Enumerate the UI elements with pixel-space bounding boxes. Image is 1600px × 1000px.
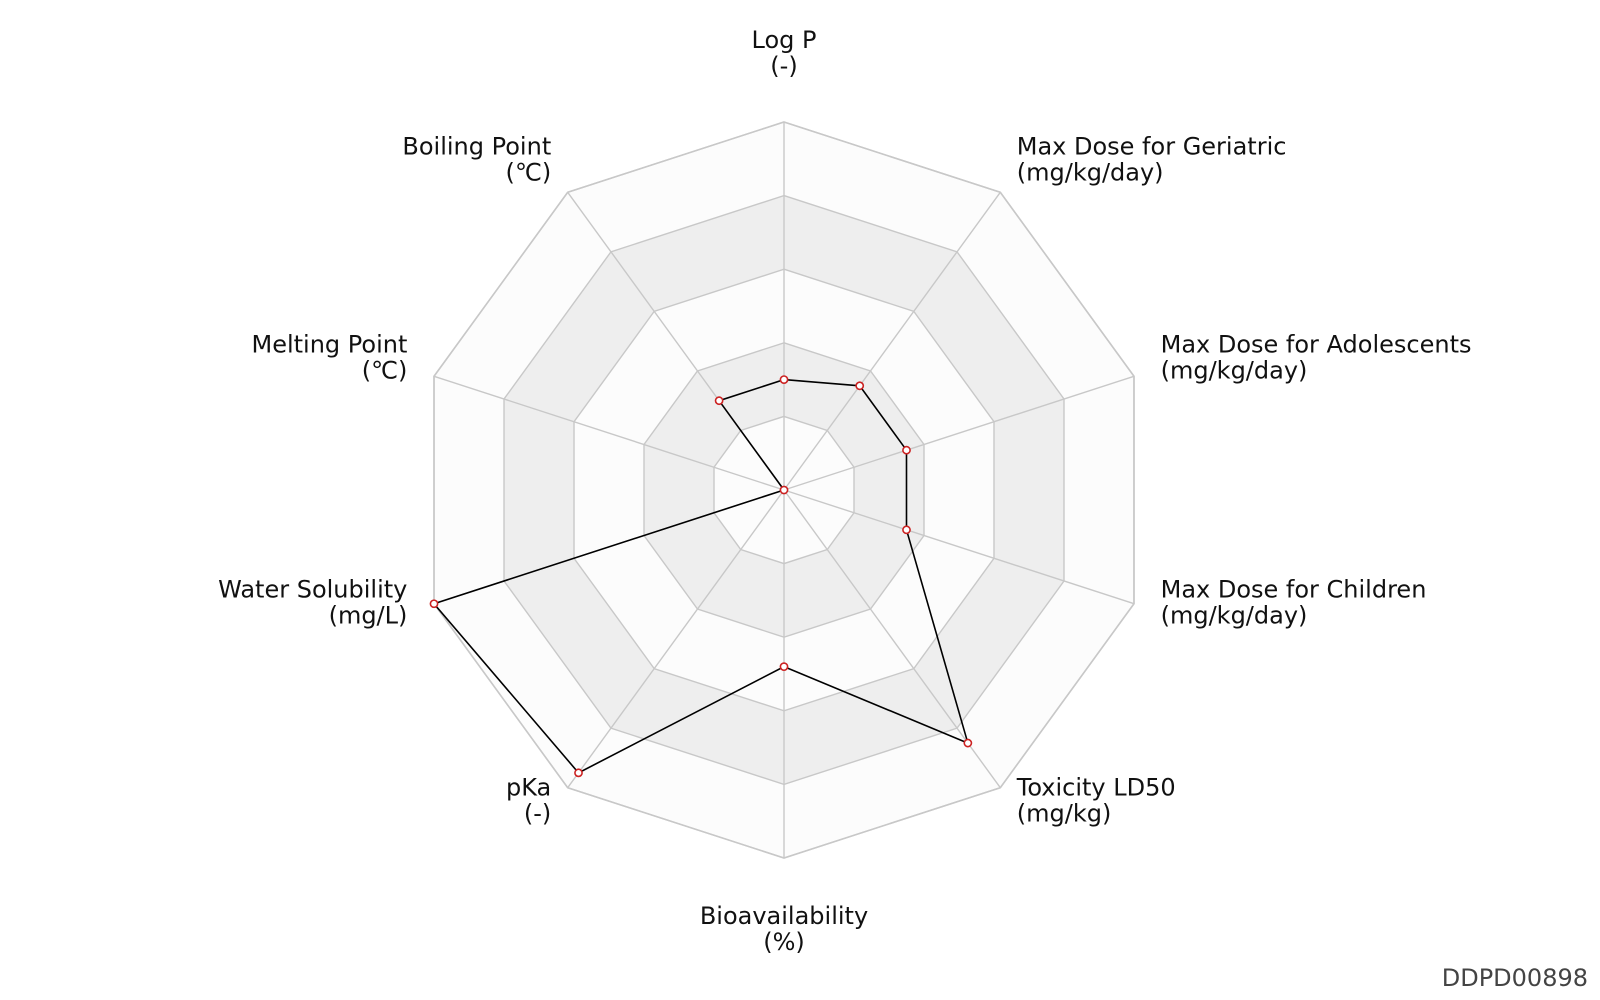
axis-name: Log P [752,26,817,54]
axis-label-9: Boiling Point(℃) [402,133,551,187]
data-point-4 [963,738,973,748]
axis-name: Water Solubility [218,575,407,603]
radar-series [429,375,973,778]
document-id: DDPD00898 [1441,964,1588,992]
data-point-0 [779,375,789,384]
axis-label-6: pKa(-) [506,773,551,827]
axis-name: Boiling Point [402,133,551,161]
axis-name: pKa [506,773,551,801]
axis-name: Toxicity LD50 [1016,773,1176,801]
radar-axis-labels: Log P(-)Max Dose for Geriatric(mg/kg/day… [218,26,1471,956]
spoke-2 [783,375,1135,491]
spoke-3 [783,489,1135,605]
spoke-6 [567,489,785,789]
axis-name: Melting Point [251,331,407,359]
axis-label-7: Water Solubility(mg/L) [218,575,407,629]
data-point-8 [779,485,789,495]
axis-label-1: Max Dose for Geriatric(mg/kg/day) [1017,133,1287,187]
axis-unit: (℃) [362,357,408,385]
data-point-9 [714,396,724,406]
data-point-2 [902,445,911,455]
outer-ring [433,121,1135,859]
spoke-4 [783,489,1001,789]
axis-unit: (-) [524,799,551,827]
axis-unit: (mg/kg/day) [1017,159,1164,187]
axis-unit: (mg/L) [329,601,408,629]
axis-unit: (%) [763,928,805,956]
data-point-3 [902,525,911,535]
axis-label-5: Bioavailability(%) [700,902,868,956]
axis-label-4: Toxicity LD50(mg/kg) [1016,773,1176,827]
radar-spokes [433,122,1135,858]
axis-label-0: Log P(-) [752,26,817,80]
data-point-6 [574,768,583,778]
axis-name: Max Dose for Children [1161,575,1427,603]
axis-unit: (-) [770,52,797,80]
axis-unit: (mg/kg/day) [1161,601,1308,629]
spoke-1 [783,191,1001,491]
data-point-1 [855,381,865,391]
spoke-8 [433,375,785,491]
data-point-7 [429,599,439,609]
axis-unit: (mg/kg/day) [1161,357,1308,385]
axis-name: Max Dose for Adolescents [1161,331,1472,359]
axis-label-2: Max Dose for Adolescents(mg/kg/day) [1161,331,1472,385]
data-point-5 [779,662,789,672]
axis-label-8: Melting Point(℃) [251,331,407,385]
axis-unit: (℃) [506,159,552,187]
axis-name: Bioavailability [700,902,868,930]
axis-label-3: Max Dose for Children(mg/kg/day) [1161,575,1427,629]
axis-name: Max Dose for Geriatric [1017,133,1287,161]
radar-outer-ring [433,121,1135,859]
axis-unit: (mg/kg) [1017,799,1112,827]
